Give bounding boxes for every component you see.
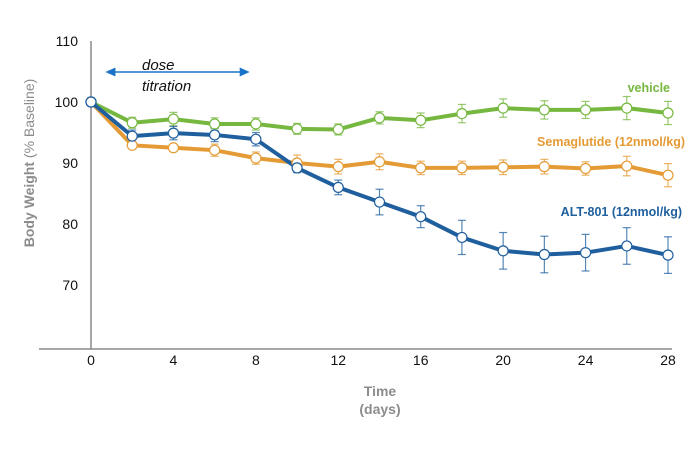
data-point	[126, 130, 138, 142]
y-axis-title-bold: Body Weight	[21, 162, 37, 248]
x-tick-label: 12	[330, 352, 346, 368]
data-point	[332, 123, 344, 136]
x-tick-labels: 0 4 8 12 16 20 24 28	[87, 352, 676, 368]
data-point	[209, 129, 221, 141]
data-point	[250, 133, 262, 145]
data-point	[621, 102, 633, 114]
data-point	[538, 161, 550, 173]
y-axis-title-normal: (% Baseline)	[21, 79, 37, 158]
data-point	[126, 117, 138, 129]
data-point	[579, 162, 592, 175]
annotation-dose: dose	[142, 57, 175, 74]
y-axis-title: Body Weight (% Baseline)	[21, 79, 37, 248]
legend-label-semaglutide: Semaglutide (12nmol/kg)	[537, 135, 685, 149]
x-tick-label: 8	[252, 352, 260, 368]
data-point	[662, 169, 674, 181]
data-point	[291, 162, 303, 174]
legend-label-vehicle: vehicle	[628, 81, 670, 95]
x-axis-title-line1: Time	[364, 383, 397, 399]
data-point	[497, 102, 509, 114]
data-point	[662, 249, 674, 261]
data-point	[497, 245, 509, 257]
data-point	[579, 247, 592, 259]
data-point	[167, 142, 180, 154]
x-tick-label: 24	[578, 352, 594, 368]
arrow-left-head-icon	[105, 67, 116, 77]
data-point	[456, 162, 468, 174]
legend-label-alt801: ALT-801 (12nmol/kg)	[561, 205, 682, 219]
data-point	[167, 113, 180, 125]
data-point	[291, 123, 303, 135]
data-point	[332, 181, 344, 193]
x-tick-label: 0	[87, 352, 95, 368]
y-tick-label: 100	[55, 94, 79, 110]
y-tick-label: 80	[62, 216, 78, 232]
data-point	[456, 231, 468, 244]
data-point	[621, 160, 633, 172]
data-point	[415, 162, 427, 174]
data-point	[373, 112, 386, 124]
x-tick-label: 16	[413, 352, 429, 368]
data-point	[538, 248, 550, 261]
x-tick-label: 28	[660, 352, 676, 368]
data-point	[415, 114, 427, 126]
x-tick-label: 4	[170, 352, 178, 368]
data-point	[167, 127, 180, 139]
data-point	[85, 96, 97, 108]
x-axis-title-line2: (days)	[359, 401, 400, 417]
y-tick-labels: 70 80 90 100 110	[55, 33, 79, 293]
data-point	[579, 104, 592, 116]
series-layer	[85, 95, 674, 275]
data-point	[209, 144, 221, 156]
data-point	[126, 139, 138, 151]
y-tick-label: 70	[62, 277, 78, 293]
y-tick-label: 90	[62, 155, 78, 171]
data-point	[373, 156, 386, 168]
data-point	[332, 161, 344, 173]
data-point	[250, 152, 262, 164]
series-line	[89, 100, 670, 258]
y-tick-label: 110	[56, 33, 79, 49]
data-point	[621, 240, 633, 252]
arrow-right-head-icon	[239, 67, 250, 77]
data-point	[415, 211, 427, 223]
data-point	[250, 118, 262, 130]
data-point	[538, 104, 550, 116]
x-tick-label: 20	[495, 352, 511, 368]
data-point	[497, 161, 509, 173]
data-point	[373, 196, 386, 208]
axes	[39, 41, 672, 350]
dose-titration-annotation: dose titration	[105, 57, 250, 95]
data-point	[662, 107, 674, 119]
data-point	[456, 107, 468, 120]
annotation-titration: titration	[142, 78, 191, 95]
data-point	[209, 118, 221, 130]
markers-alt-801	[85, 96, 674, 261]
